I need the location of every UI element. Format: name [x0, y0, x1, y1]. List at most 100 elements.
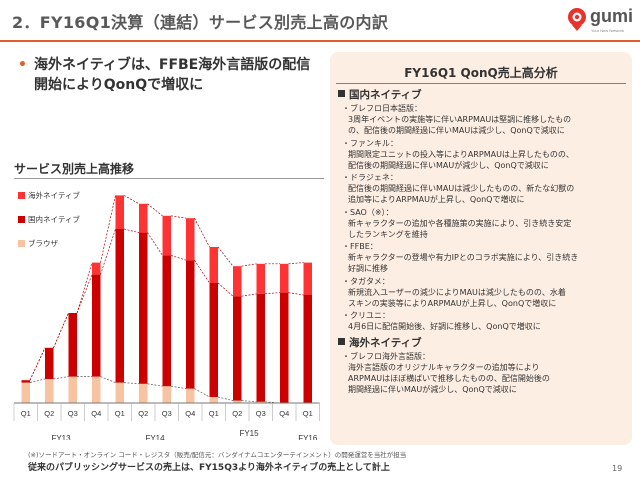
overseas-item-1-line-2: ARPMAUはほぼ横ばいで推移したものの、配信開始後の	[348, 373, 550, 383]
panel-title: FY16Q1 QonQ売上高分析	[404, 66, 558, 80]
trend-line-1-6	[147, 383, 163, 387]
legend-swatch-3	[18, 192, 25, 199]
bar-2-4	[92, 274, 101, 377]
bar-3-10	[233, 266, 242, 297]
trend-line-1-7	[170, 385, 187, 389]
overseas-item-1-name: ・ブレフロ海外言語版：	[342, 351, 430, 361]
trend-line-1-11	[264, 401, 281, 404]
overseas-section-title: 海外ネイティブ	[338, 335, 422, 350]
trend-line-2-7	[170, 255, 187, 261]
trend-line-2-6	[147, 232, 163, 256]
bar-2-10	[233, 296, 242, 401]
domestic-item-4-line-1: 新キャラクターの追加や各種施策の実施により、引き続き安定	[348, 218, 572, 228]
trend-line-2-10	[241, 293, 257, 297]
trend-line-3-8	[194, 218, 210, 248]
trend-line-1-2	[53, 376, 69, 380]
x-tick-label-10: Q2	[232, 409, 242, 418]
bar-1-2	[45, 379, 54, 403]
x-tick-label-9: Q1	[209, 409, 219, 418]
overseas-item-1-line-3: 期間経過に伴いMAUが減少し、QonQで減収に	[348, 384, 517, 394]
domestic-item-5-name: ・FFBE：	[342, 242, 378, 251]
x-tick-label-5: Q1	[115, 409, 125, 418]
bar-3-13	[303, 262, 312, 295]
trend-line-3-7	[170, 215, 187, 219]
bar-3-7	[162, 215, 171, 256]
x-tick-label-11: Q3	[256, 409, 266, 418]
trend-line-3-5	[123, 195, 140, 205]
section-square-icon	[338, 337, 345, 345]
gumi-logo-icon	[568, 8, 586, 31]
domestic-item-1-line-2: の、配信後の期間経過に伴いMAUは減少し、QonQで減収に	[348, 126, 565, 135]
bar-2-11	[256, 293, 265, 402]
title-divider	[0, 40, 640, 42]
trend-line-1-10	[241, 400, 257, 403]
domestic-item-1-name: ・ブレフロ日本語版：	[342, 104, 422, 113]
trend-line-3-9	[217, 246, 234, 267]
domestic-section-title-text: 国内ネイティブ	[349, 89, 422, 101]
legend-label-1: ブラウザ	[28, 238, 58, 248]
domestic-item-5-line-1: 新キャラクターの登場や有力IPとのコラボ実施により、引き続き	[348, 253, 579, 262]
trend-line-2-9	[217, 282, 234, 297]
bar-2-9	[209, 283, 218, 397]
bar-2-2	[45, 347, 54, 379]
bar-2-13	[303, 295, 312, 403]
legend-swatch-1	[18, 240, 25, 247]
x-tick-label-13: Q1	[303, 409, 313, 418]
legend-swatch-2	[18, 216, 25, 223]
domestic-item-3-line-1: 配信後の期間経過に伴いMAUは減少したものの、新たな幻獣の	[348, 184, 575, 193]
headline-bullet: •	[18, 57, 27, 73]
bar-2-6	[139, 232, 148, 384]
bottom-note: 従来のパブリッシングサービスの売上は、FY15Q3より海外ネイティブの売上として…	[28, 463, 390, 473]
x-tick-label-4: Q4	[91, 409, 101, 418]
trend-line-3-2	[53, 312, 69, 348]
trend-line-1-4	[100, 376, 116, 383]
bar-1-4	[92, 376, 101, 403]
bar-2-8	[186, 260, 195, 389]
domestic-item-5-line-2: 好調に推移	[348, 264, 388, 273]
domestic-item-4-line-2: したランキングを維持	[348, 229, 428, 239]
page-number: 19	[612, 464, 623, 473]
legend-label-2: 国内ネイティブ	[28, 214, 80, 224]
headline-text: 海外ネイティブは、FFBE海外言語版の配信開始によりQonQで増収に	[34, 57, 311, 93]
bar-3-9	[209, 247, 218, 283]
domestic-item-4-name: ・SAO（※）：	[342, 207, 394, 217]
domestic-item-2-name: ・ファンキル：	[342, 138, 398, 148]
bar-1-8	[186, 388, 195, 403]
bar-3-6	[139, 203, 148, 233]
fiscal-year-label-fy14: FY14	[145, 434, 165, 440]
bar-3-12	[280, 263, 289, 293]
trend-line-3-12	[288, 262, 304, 265]
trend-line-3-6	[147, 203, 163, 217]
analysis-panel: FY16Q1 QonQ売上高分析 国内ネイティブ・ブレフロ日本語版： 3周年イベン…	[330, 52, 632, 445]
x-tick-label-6: Q2	[138, 409, 148, 418]
bar-2-7	[162, 255, 171, 387]
bar-2-5	[115, 229, 124, 383]
domestic-item-3-line-2: 追加等によりARPMAUが上昇し、QonQで増収に	[348, 195, 525, 204]
bar-1-5	[115, 382, 124, 403]
panel-title-rule	[336, 83, 626, 84]
trend-line-2-5	[123, 228, 140, 233]
domestic-item-2-line-2: 配信後の期間経過に伴いMAUが減少し、QonQで減収に	[348, 160, 549, 170]
domestic-item-3-name: ・ドラジェネ：	[342, 173, 398, 182]
revenue-chart: Q1 Q2 Q3 Q4 Q1 Q2 Q3 Q4 Q1 Q2 Q3 Q4 Q1 FY13 FY14 FY15 FY…	[13, 190, 320, 440]
x-tick-label-8: Q4	[185, 409, 195, 418]
bar-2-3	[68, 313, 77, 377]
section-square-icon	[338, 90, 345, 97]
x-tick-label-2: Q2	[44, 409, 54, 418]
overseas-section-title-text: 海外ネイティブ	[349, 336, 422, 349]
domestic-item-7-line-1: 4月6日に配信開始後、好調に推移し、QonQで増収に	[348, 322, 541, 331]
trend-line-3-1	[29, 347, 46, 381]
x-tick-label-7: Q3	[162, 409, 172, 418]
page-title: 2．FY16Q1決算（連結）サービス別売上高の内訳	[12, 13, 389, 32]
trend-line-2-3	[76, 274, 93, 314]
trend-line-3-4	[100, 195, 116, 263]
gumi-logo: gumi Your New Network	[566, 4, 636, 36]
trend-line-1-8	[194, 388, 210, 398]
domestic-item-6-name: ・タガタメ：	[342, 276, 390, 286]
trend-line-2-4	[100, 228, 116, 275]
bar-1-10	[233, 400, 242, 403]
domestic-item-1-line-1: 3周年イベントの実施等に伴いARPMAUは堅調に推移したもの	[348, 115, 572, 124]
trend-line-2-8	[194, 260, 210, 284]
footnote: (※)ソードアート・オンライン コード・レジスタ（販売/配信元：バンダイナムコエ…	[28, 451, 407, 459]
fiscal-year-label-fy15: FY15	[239, 429, 259, 438]
